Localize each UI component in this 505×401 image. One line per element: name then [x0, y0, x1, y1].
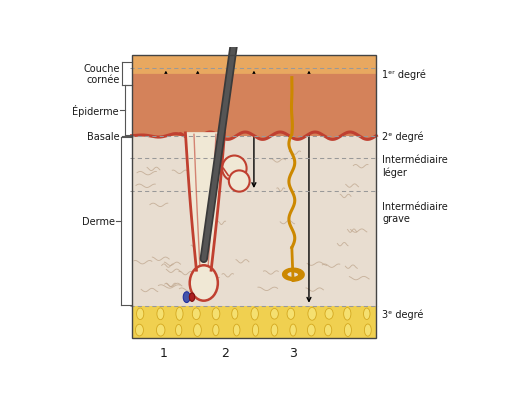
Ellipse shape [365, 324, 371, 336]
Text: Intermédiaire
grave: Intermédiaire grave [382, 202, 448, 223]
Ellipse shape [222, 156, 246, 182]
Ellipse shape [190, 265, 218, 301]
Ellipse shape [324, 324, 332, 336]
Bar [132, 306, 376, 338]
Ellipse shape [183, 292, 190, 303]
Ellipse shape [189, 293, 195, 302]
Text: Derme: Derme [82, 216, 115, 226]
Ellipse shape [233, 324, 240, 336]
Ellipse shape [325, 309, 333, 320]
Ellipse shape [192, 308, 200, 320]
Ellipse shape [213, 324, 219, 336]
Ellipse shape [176, 325, 182, 336]
Bar [132, 136, 376, 306]
Text: 2ᵉ degré: 2ᵉ degré [382, 131, 424, 142]
Ellipse shape [229, 171, 249, 192]
Text: 1: 1 [160, 346, 167, 359]
Ellipse shape [271, 309, 278, 319]
Ellipse shape [364, 308, 370, 320]
Ellipse shape [232, 309, 238, 319]
Polygon shape [185, 134, 225, 271]
Ellipse shape [290, 324, 296, 336]
Ellipse shape [252, 324, 259, 336]
Ellipse shape [344, 324, 351, 337]
Ellipse shape [157, 308, 164, 320]
Text: 3: 3 [289, 346, 297, 359]
Ellipse shape [308, 308, 316, 320]
Ellipse shape [344, 308, 351, 320]
Ellipse shape [135, 324, 143, 336]
Text: 3ᵉ degré: 3ᵉ degré [382, 309, 424, 320]
Ellipse shape [287, 308, 294, 320]
Bar [132, 85, 376, 136]
Ellipse shape [193, 324, 201, 336]
Bar [132, 56, 376, 338]
Ellipse shape [251, 308, 259, 320]
Bar [132, 56, 376, 85]
Text: Couche
cornée: Couche cornée [83, 63, 120, 85]
Ellipse shape [157, 324, 165, 336]
Text: 2: 2 [221, 346, 228, 359]
Ellipse shape [308, 324, 315, 336]
Text: Intermédiaire
léger: Intermédiaire léger [382, 155, 448, 177]
Text: Épiderme: Épiderme [72, 105, 119, 117]
Ellipse shape [176, 308, 183, 320]
Ellipse shape [136, 308, 144, 320]
Ellipse shape [212, 308, 220, 320]
Text: Basale: Basale [87, 132, 120, 141]
Text: 1ᵉʳ degré: 1ᵉʳ degré [382, 69, 426, 79]
Ellipse shape [271, 324, 278, 336]
